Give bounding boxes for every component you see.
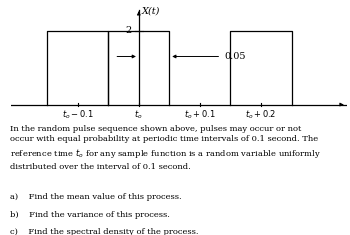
Text: b)    Find the variance of this process.: b) Find the variance of this process. bbox=[10, 211, 170, 219]
Text: c)    Find the spectral density of the process.: c) Find the spectral density of the proc… bbox=[10, 228, 199, 235]
Text: $t_o$: $t_o$ bbox=[134, 109, 143, 121]
Text: $t_o + 0.2$: $t_o + 0.2$ bbox=[245, 109, 276, 121]
Text: a)    Find the mean value of this process.: a) Find the mean value of this process. bbox=[10, 193, 182, 201]
Text: X(t): X(t) bbox=[142, 7, 160, 16]
Text: 2: 2 bbox=[125, 26, 132, 35]
Text: $t_o + 0.1$: $t_o + 0.1$ bbox=[184, 109, 216, 121]
Text: 0.05: 0.05 bbox=[224, 52, 246, 61]
Text: In the random pulse sequence shown above, pulses may occur or not
occur with equ: In the random pulse sequence shown above… bbox=[10, 125, 321, 171]
Text: $t_o - 0.1$: $t_o - 0.1$ bbox=[62, 109, 94, 121]
